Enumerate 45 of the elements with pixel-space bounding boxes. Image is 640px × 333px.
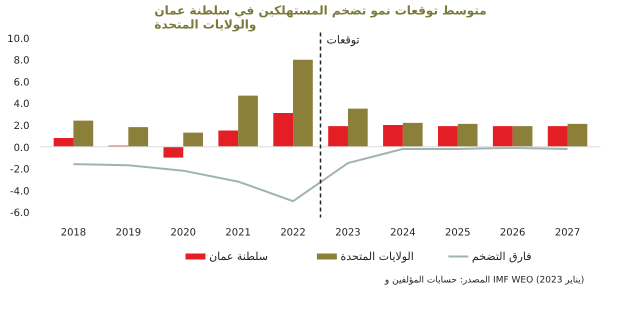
- x-tick-label: 2027: [554, 228, 580, 238]
- bar: [163, 146, 184, 158]
- x-tick-label: 2021: [225, 228, 251, 238]
- bar: [328, 126, 348, 147]
- y-tick-label: -2.0: [10, 164, 30, 176]
- y-tick-label: 2.0: [14, 121, 30, 132]
- legend-label: الولايات المتحدة: [340, 250, 414, 263]
- bar: [54, 138, 74, 147]
- bar: [348, 108, 368, 147]
- text: المصدر: حسابات المؤلفين و IMF WEO (يناير 2023): [384, 276, 584, 286]
- y-tick-label: 0.0: [14, 142, 30, 154]
- line-series: [72, 146, 569, 202]
- x-tick-label: 2022: [280, 228, 306, 238]
- y-tick-label: 6.0: [14, 77, 30, 88]
- bar: [73, 120, 94, 147]
- chart-title: متوسط توقعات نمو تضخم المستهلكين في سلطنة عمان والولايات المتحدة: [154, 4, 487, 32]
- bar: [383, 125, 403, 147]
- y-tick-label: -4.0: [10, 186, 30, 198]
- bar: [548, 126, 568, 147]
- bar: [512, 126, 532, 147]
- bar: [458, 124, 478, 147]
- ref-line-label: توقعات: [326, 34, 360, 46]
- x-tick-label: 2023: [335, 228, 361, 238]
- bar: [492, 126, 513, 147]
- x-tick-label: 2024: [390, 228, 416, 238]
- bar: [273, 113, 294, 147]
- x-tick-label: 2019: [116, 228, 142, 238]
- legend-label: فارق التضخم: [472, 250, 532, 263]
- x-tick-label: 2018: [60, 228, 86, 238]
- y-tick-label: -6.0: [10, 208, 30, 220]
- bar: [402, 122, 423, 147]
- bar: [183, 132, 204, 147]
- y-tick-label: 4.0: [14, 99, 30, 110]
- x-tick-label: 2026: [500, 228, 526, 238]
- x-tick-label: 2020: [170, 228, 196, 238]
- bar: [128, 127, 148, 147]
- y-tick-label: 8.0: [14, 56, 30, 67]
- bar: [238, 96, 258, 147]
- bar: [218, 130, 238, 147]
- bar: [568, 124, 588, 147]
- bar: [293, 60, 313, 147]
- x-tick-label: 2025: [445, 228, 470, 238]
- bar: [438, 126, 458, 147]
- legend-label: سلطنة عمان: [209, 250, 268, 263]
- y-tick-label: 10.0: [7, 34, 30, 45]
